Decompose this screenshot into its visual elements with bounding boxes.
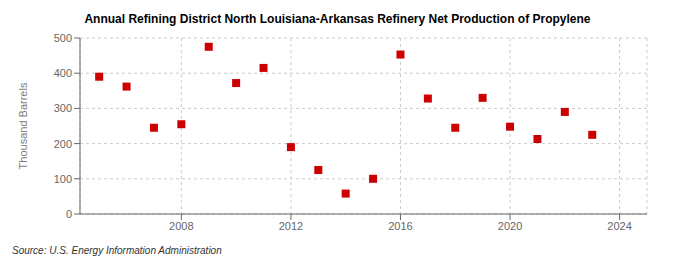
svg-text:300: 300 bbox=[54, 102, 72, 114]
svg-text:Thousand Barrels: Thousand Barrels bbox=[17, 82, 29, 169]
svg-text:2008: 2008 bbox=[169, 220, 193, 232]
svg-text:2016: 2016 bbox=[388, 220, 412, 232]
svg-text:500: 500 bbox=[54, 32, 72, 44]
html-text:Source: U.S. Energy Informatio: Source: U.S. Energy Information Administ… bbox=[12, 245, 222, 256]
svg-text:100: 100 bbox=[54, 173, 72, 185]
svg-text:2020: 2020 bbox=[498, 220, 522, 232]
svg-text:200: 200 bbox=[54, 138, 72, 150]
svg-text:2024: 2024 bbox=[607, 220, 631, 232]
html-text:Annual Refining District North: Annual Refining District North Louisiana… bbox=[84, 12, 591, 26]
svg-text:2012: 2012 bbox=[279, 220, 303, 232]
svg-text:400: 400 bbox=[54, 67, 72, 79]
svg-text:0: 0 bbox=[66, 208, 72, 220]
